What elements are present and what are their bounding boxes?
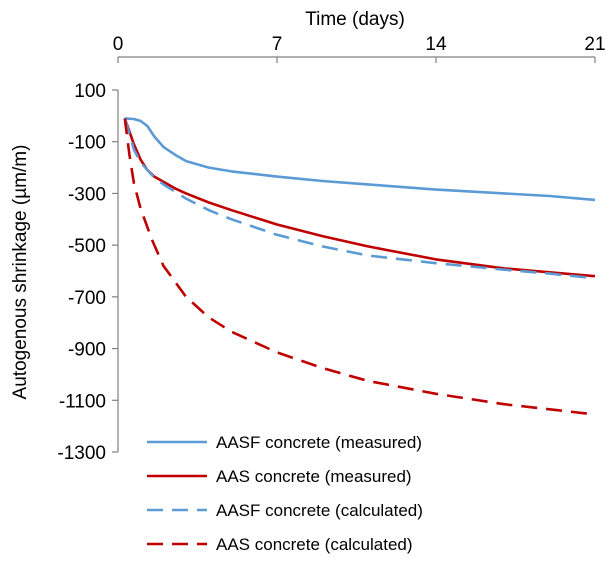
legend-label: AAS concrete (measured) bbox=[216, 467, 412, 486]
series-line-1 bbox=[124, 117, 596, 202]
y-tick-label: -100 bbox=[68, 133, 106, 154]
series-line-4 bbox=[123, 118, 596, 416]
y-tick-label: -500 bbox=[68, 236, 106, 257]
series-layer bbox=[123, 117, 596, 416]
axes-layer: 0 7 14 21 100 -100 -300 -500 -700 -900 -1100 -1300 bbox=[57, 34, 605, 464]
x-tick-label: 14 bbox=[425, 34, 447, 55]
legend-label: AAS concrete (calculated) bbox=[216, 535, 413, 554]
y-tick-label: -900 bbox=[68, 340, 106, 361]
y-tick-label: -700 bbox=[68, 288, 106, 309]
y-tick-label: -1100 bbox=[59, 391, 106, 412]
x-tick-label: 0 bbox=[113, 34, 124, 55]
x-axis-title: Time (days) bbox=[305, 9, 405, 30]
legend-label: AASF concrete (measured) bbox=[216, 433, 422, 452]
y-tick-label: 100 bbox=[74, 81, 106, 102]
series-line-3 bbox=[123, 118, 596, 280]
x-tick-label: 7 bbox=[272, 34, 283, 55]
series-line-2 bbox=[123, 117, 596, 278]
y-axis-title: Autogenous shrinkage (µm/m) bbox=[10, 145, 31, 400]
y-tick-label: -300 bbox=[68, 184, 106, 205]
y-tick-label: -1300 bbox=[57, 443, 106, 464]
legend: AASF concrete (measured) AAS concrete (me… bbox=[147, 433, 423, 554]
x-tick-label: 21 bbox=[584, 34, 605, 55]
legend-label: AASF concrete (calculated) bbox=[216, 501, 423, 520]
